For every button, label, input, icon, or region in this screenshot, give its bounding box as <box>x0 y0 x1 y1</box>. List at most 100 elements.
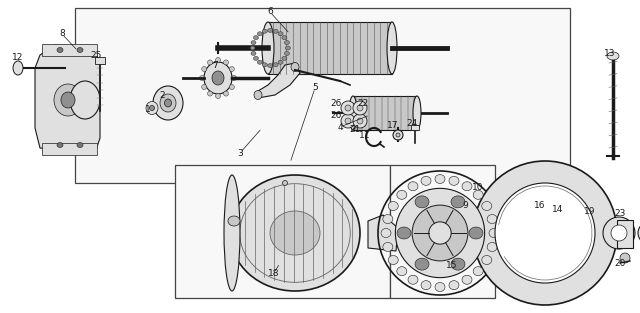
Ellipse shape <box>284 51 289 55</box>
Ellipse shape <box>282 36 287 40</box>
Ellipse shape <box>415 196 429 208</box>
Ellipse shape <box>473 267 483 276</box>
Ellipse shape <box>383 214 393 223</box>
Ellipse shape <box>473 190 483 199</box>
Ellipse shape <box>251 51 256 55</box>
Ellipse shape <box>212 71 224 85</box>
Text: 4: 4 <box>337 122 343 131</box>
Text: 16: 16 <box>534 201 546 209</box>
Bar <box>411 125 419 130</box>
Ellipse shape <box>607 52 619 60</box>
Ellipse shape <box>397 227 411 239</box>
Ellipse shape <box>357 105 363 111</box>
Text: 11: 11 <box>359 131 371 140</box>
Ellipse shape <box>224 175 240 291</box>
Ellipse shape <box>345 118 351 124</box>
Ellipse shape <box>270 211 320 255</box>
Polygon shape <box>175 165 390 298</box>
Ellipse shape <box>207 60 212 65</box>
Ellipse shape <box>349 96 357 130</box>
Ellipse shape <box>150 105 154 110</box>
Ellipse shape <box>54 84 82 116</box>
Ellipse shape <box>408 275 418 284</box>
Bar <box>353 96 417 130</box>
Text: 23: 23 <box>614 208 626 218</box>
Ellipse shape <box>253 56 259 60</box>
Ellipse shape <box>282 56 287 60</box>
Ellipse shape <box>164 99 172 107</box>
Ellipse shape <box>396 133 400 137</box>
Ellipse shape <box>282 181 287 186</box>
Ellipse shape <box>388 202 398 211</box>
Ellipse shape <box>160 94 176 112</box>
Ellipse shape <box>487 243 497 251</box>
Ellipse shape <box>341 101 355 115</box>
Text: 10: 10 <box>472 183 484 192</box>
Ellipse shape <box>262 63 268 67</box>
Ellipse shape <box>397 190 407 199</box>
Ellipse shape <box>229 66 234 71</box>
Ellipse shape <box>393 130 403 140</box>
Ellipse shape <box>232 75 237 80</box>
Ellipse shape <box>353 101 367 115</box>
Text: 12: 12 <box>12 53 24 61</box>
Ellipse shape <box>284 41 289 44</box>
Ellipse shape <box>285 46 291 50</box>
Ellipse shape <box>146 101 158 115</box>
Circle shape <box>495 183 595 283</box>
Text: 18: 18 <box>268 269 280 278</box>
Ellipse shape <box>223 60 228 65</box>
Ellipse shape <box>61 92 75 108</box>
Bar <box>42 44 97 56</box>
Ellipse shape <box>250 46 255 50</box>
Ellipse shape <box>57 48 63 53</box>
Ellipse shape <box>251 41 256 44</box>
Ellipse shape <box>408 182 418 191</box>
Ellipse shape <box>387 22 397 74</box>
Polygon shape <box>75 8 570 183</box>
Bar <box>95 57 105 64</box>
Ellipse shape <box>268 28 273 33</box>
Ellipse shape <box>202 85 207 90</box>
Polygon shape <box>35 45 100 153</box>
Ellipse shape <box>57 142 63 147</box>
Text: 5: 5 <box>312 84 318 93</box>
Ellipse shape <box>257 32 262 36</box>
Ellipse shape <box>153 86 183 120</box>
Ellipse shape <box>257 60 262 64</box>
Text: 3: 3 <box>237 148 243 157</box>
Text: 20: 20 <box>614 259 626 268</box>
Text: 19: 19 <box>584 207 596 215</box>
Bar <box>617 220 633 248</box>
Text: 17: 17 <box>387 121 399 130</box>
Text: 1: 1 <box>145 105 151 114</box>
Ellipse shape <box>262 29 268 33</box>
Circle shape <box>603 217 635 249</box>
Ellipse shape <box>216 94 221 99</box>
Ellipse shape <box>462 275 472 284</box>
Ellipse shape <box>462 182 472 191</box>
Ellipse shape <box>449 176 459 185</box>
Ellipse shape <box>421 281 431 290</box>
Ellipse shape <box>487 214 497 223</box>
Text: 13: 13 <box>604 49 616 58</box>
Ellipse shape <box>451 196 465 208</box>
Text: 26: 26 <box>330 99 342 107</box>
Ellipse shape <box>77 48 83 53</box>
Ellipse shape <box>341 114 355 128</box>
Text: 9: 9 <box>462 201 468 209</box>
Ellipse shape <box>268 64 273 68</box>
Ellipse shape <box>230 175 360 291</box>
Ellipse shape <box>482 255 492 264</box>
Ellipse shape <box>13 61 23 75</box>
Ellipse shape <box>482 202 492 211</box>
Ellipse shape <box>223 91 228 96</box>
Circle shape <box>412 205 468 261</box>
Circle shape <box>611 225 627 241</box>
Text: 15: 15 <box>446 260 458 269</box>
Circle shape <box>638 222 640 244</box>
Text: 22: 22 <box>357 99 369 107</box>
Bar <box>268 22 392 74</box>
Ellipse shape <box>435 283 445 291</box>
Polygon shape <box>258 63 300 98</box>
